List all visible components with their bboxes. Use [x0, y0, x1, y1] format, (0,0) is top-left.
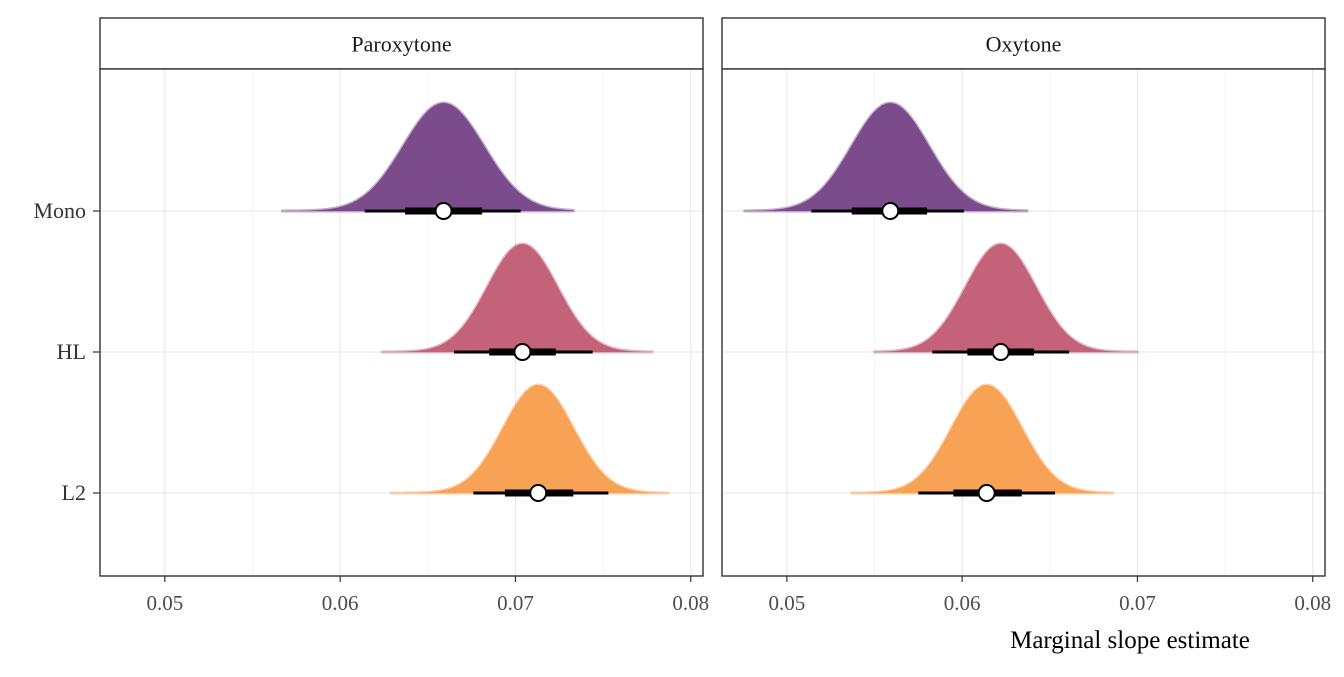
y-tick-label: HL	[57, 339, 86, 364]
series-hl	[873, 242, 1139, 361]
panel-background	[100, 69, 703, 576]
series-hl	[380, 242, 654, 361]
y-tick-label: L2	[62, 480, 86, 505]
median-point	[529, 484, 548, 502]
x-tick-label: 0.06	[322, 591, 359, 615]
facet-title: Paroxytone	[351, 32, 451, 57]
panel-paroxytone: Paroxytone 0.05 0.06 0.07 0.08	[99, 17, 709, 615]
series-l2	[850, 383, 1115, 502]
median-point	[881, 202, 900, 220]
series-mono	[280, 101, 575, 220]
density-mono	[280, 101, 575, 213]
x-tick-label: 0.05	[146, 591, 183, 615]
x-tick-label: 0.08	[1294, 591, 1331, 615]
median-point	[513, 343, 532, 361]
median-point	[991, 343, 1010, 361]
series-mono	[743, 101, 1029, 220]
facet-title: Oxytone	[986, 32, 1062, 57]
panel-border	[99, 68, 704, 577]
panel-oxytone: Oxytone 0.05 0.06 0.07 0.08	[721, 17, 1331, 615]
density-l2	[850, 383, 1115, 495]
density-l2	[389, 383, 670, 495]
median-point	[977, 484, 996, 502]
median-point	[434, 202, 453, 220]
x-axis-title: Marginal slope estimate	[1010, 627, 1250, 654]
x-tick-label: 0.07	[497, 591, 534, 615]
density-hl	[380, 242, 654, 354]
x-tick-label: 0.07	[1119, 591, 1156, 615]
density-mono	[743, 101, 1029, 213]
y-tick-label: Mono	[33, 198, 86, 223]
x-tick-label: 0.06	[944, 591, 981, 615]
facet-strip	[721, 17, 1326, 70]
panel-border	[721, 68, 1326, 577]
x-tick-label: 0.05	[768, 591, 805, 615]
x-tick-label: 0.08	[672, 591, 709, 615]
facet-strip	[99, 17, 704, 70]
density-hl	[873, 242, 1139, 354]
series-l2	[389, 383, 670, 502]
